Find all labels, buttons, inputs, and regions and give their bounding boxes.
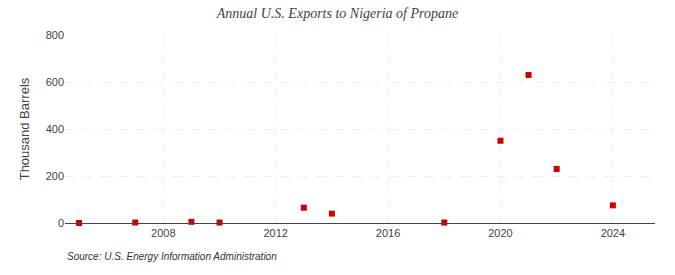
svg-text:Annual U.S. Exports to Nigeria: Annual U.S. Exports to Nigeria of Propan… bbox=[216, 6, 458, 21]
svg-text:2012: 2012 bbox=[263, 227, 287, 239]
svg-text:600: 600 bbox=[46, 76, 64, 88]
svg-text:2016: 2016 bbox=[376, 227, 400, 239]
svg-text:Thousand Barrels: Thousand Barrels bbox=[17, 77, 32, 180]
svg-text:2020: 2020 bbox=[488, 227, 512, 239]
svg-text:Source: U.S. Energy Informatio: Source: U.S. Energy Information Administ… bbox=[67, 251, 277, 262]
svg-text:400: 400 bbox=[46, 123, 64, 135]
svg-text:2024: 2024 bbox=[601, 227, 625, 239]
svg-text:200: 200 bbox=[46, 170, 64, 182]
svg-text:800: 800 bbox=[46, 29, 64, 41]
svg-text:2008: 2008 bbox=[151, 227, 175, 239]
svg-text:0: 0 bbox=[58, 217, 64, 229]
